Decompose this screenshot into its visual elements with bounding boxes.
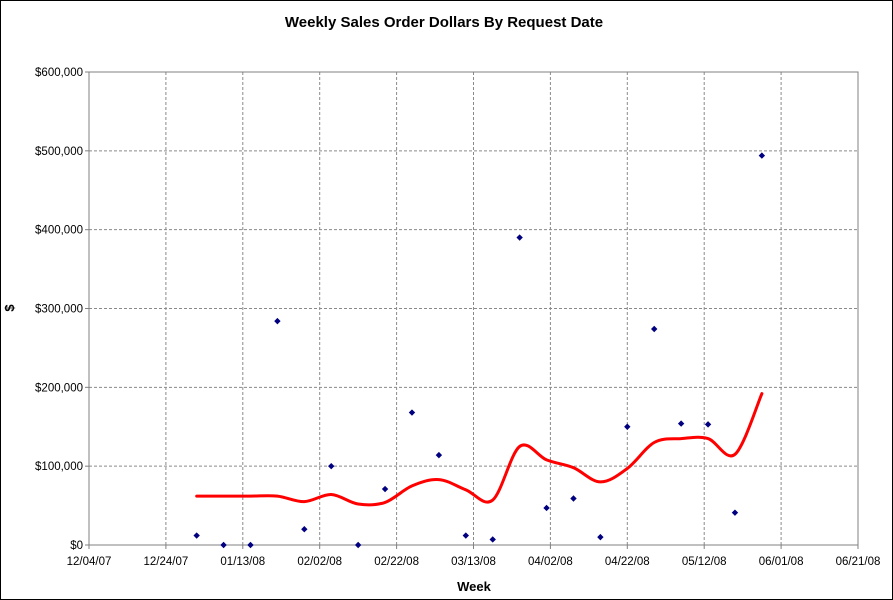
data-point <box>247 541 254 549</box>
data-point <box>435 451 443 459</box>
data-point <box>354 541 362 549</box>
y-tick-label: $600,000 <box>35 67 83 79</box>
y-tick-label: $400,000 <box>35 225 83 237</box>
axis-ticks: $0 $100,000 $200,000 $300,000 $400,000 $500,0… <box>35 67 880 568</box>
data-point <box>651 325 658 333</box>
chart-title: Weekly Sales Order Dollars By Request Da… <box>285 14 603 31</box>
data-point <box>570 495 577 502</box>
data-point <box>328 462 335 470</box>
data-point <box>462 532 470 539</box>
x-tick-label: 03/13/08 <box>451 556 496 568</box>
data-point <box>301 526 308 533</box>
y-axis-title: $ <box>2 304 17 312</box>
data-point <box>543 504 550 512</box>
y-tick-label: $300,000 <box>35 304 83 316</box>
y-tick-label: $0 <box>70 540 83 552</box>
series <box>193 152 766 549</box>
y-tick-label: $500,000 <box>35 146 83 158</box>
x-tick-label: 04/22/08 <box>605 556 650 568</box>
data-point <box>193 532 200 539</box>
y-tick-label: $100,000 <box>35 461 83 473</box>
data-point <box>220 541 227 549</box>
x-tick-label: 12/04/07 <box>67 556 112 568</box>
data-point <box>704 421 712 428</box>
x-tick-label: 02/02/08 <box>297 556 342 568</box>
x-tick-label: 04/02/08 <box>528 556 573 568</box>
x-tick-label: 05/12/08 <box>682 556 727 568</box>
x-tick-label: 01/13/08 <box>220 556 265 568</box>
data-point <box>408 409 416 416</box>
grid <box>89 72 858 545</box>
trend-line <box>195 392 764 507</box>
data-point <box>516 234 523 241</box>
y-tick-label: $200,000 <box>35 382 83 394</box>
data-point <box>677 420 685 427</box>
x-tick-label: 02/22/08 <box>374 556 419 568</box>
x-tick-label: 12/24/07 <box>144 556 189 568</box>
data-point <box>381 485 389 493</box>
x-tick-label: 06/01/08 <box>759 556 804 568</box>
data-point <box>274 317 281 325</box>
data-point <box>597 533 604 541</box>
x-axis-title: Week <box>457 579 491 594</box>
data-point <box>731 509 739 516</box>
data-point <box>489 536 496 543</box>
data-point <box>758 152 766 159</box>
x-tick-label: 06/21/08 <box>836 556 881 568</box>
data-point <box>624 423 631 430</box>
